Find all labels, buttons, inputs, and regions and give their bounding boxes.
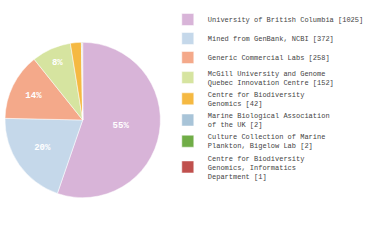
svg-text:Marine Biological Associationo: Marine Biological Associationof the UK [… <box>208 112 330 129</box>
svg-text:14%: 14% <box>25 91 42 101</box>
svg-text:Mined from GenBank, NCBI [372]: Mined from GenBank, NCBI [372] <box>208 35 334 43</box>
svg-text:Generic Commercial Labs [258]: Generic Commercial Labs [258] <box>208 54 330 62</box>
svg-text:McGill University and GenomeQu: McGill University and GenomeQuebec Innov… <box>208 70 334 87</box>
svg-text:55%: 55% <box>113 121 130 131</box>
svg-text:Centre for BiodiversityGenomic: Centre for BiodiversityGenomics, Informa… <box>208 155 305 181</box>
svg-text:8%: 8% <box>52 58 63 68</box>
svg-text:20%: 20% <box>34 143 51 153</box>
svg-text:University of British Columbia: University of British Columbia [1025] <box>208 16 363 24</box>
svg-text:Culture Collection of MarinePl: Culture Collection of MarinePlankton, Bi… <box>208 133 326 150</box>
svg-text:Centre for BiodiversityGenomic: Centre for BiodiversityGenomics [42] <box>208 91 305 108</box>
